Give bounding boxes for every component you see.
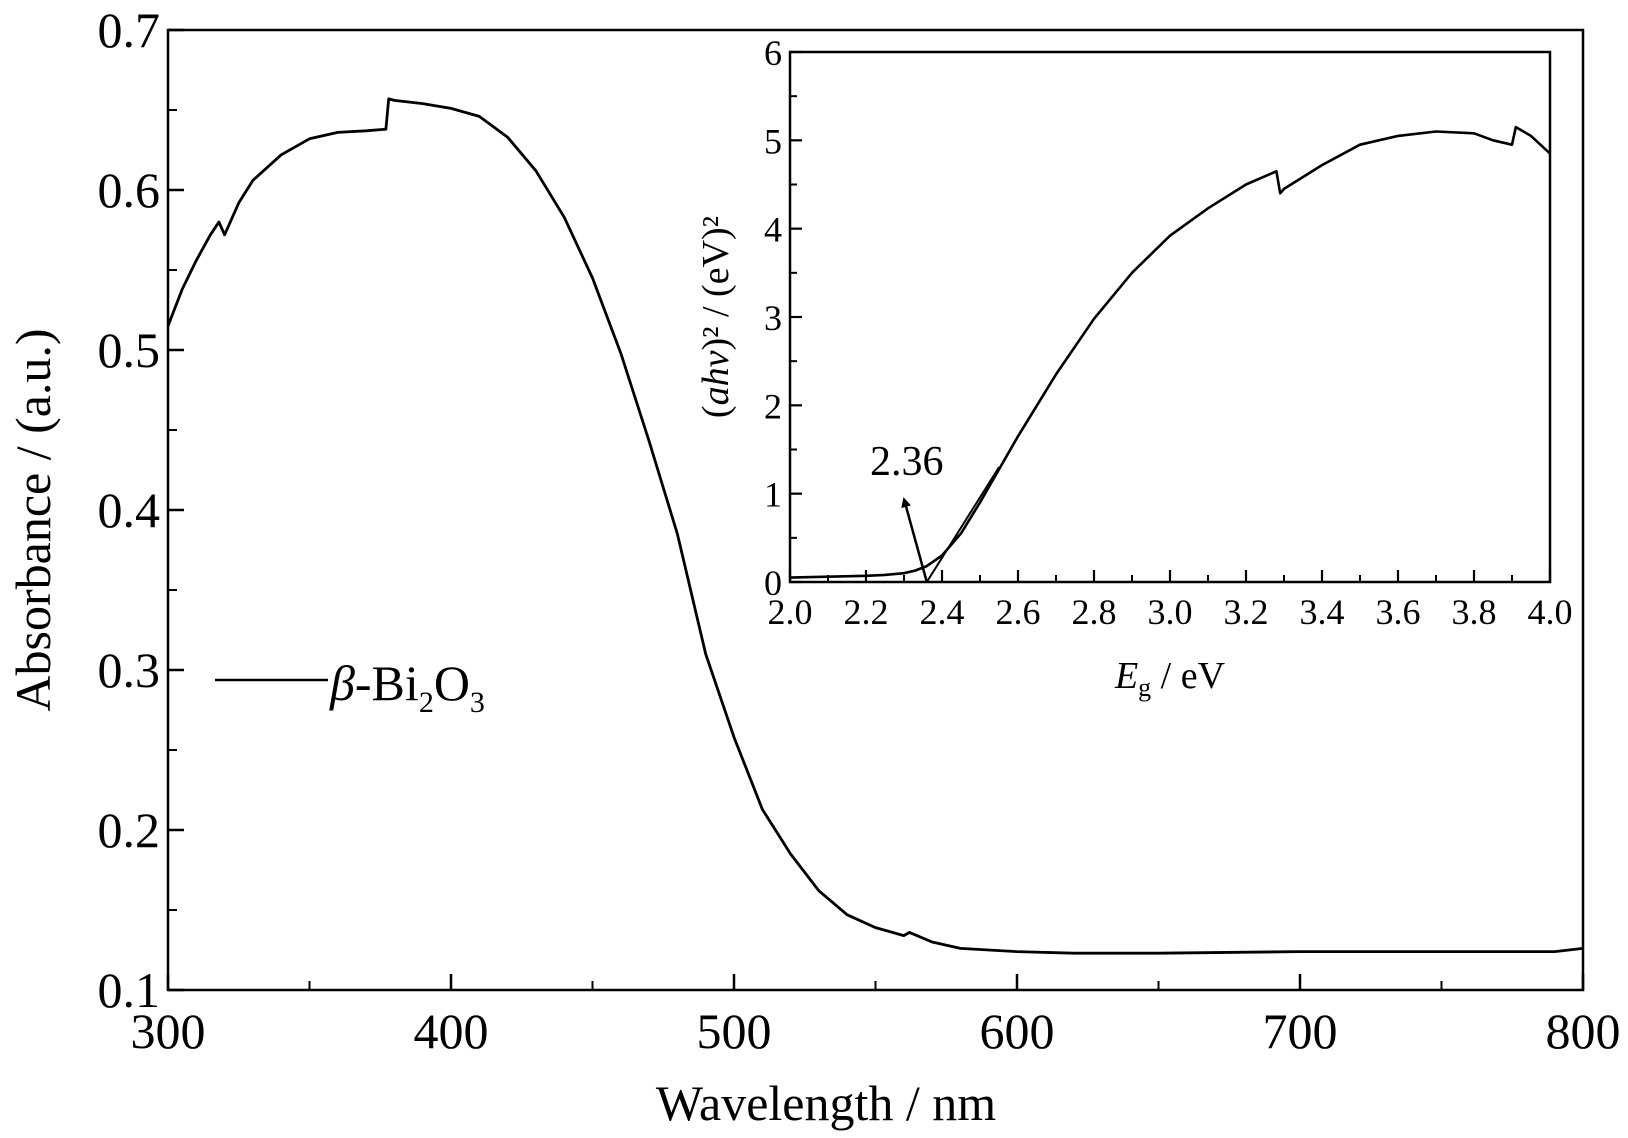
main-y-axis-title: Absorbance / (a.u.) bbox=[5, 328, 61, 711]
inset-x-tick-label: 3.4 bbox=[1300, 592, 1345, 632]
legend-label-o: O bbox=[434, 655, 470, 711]
inset-y-tick-label: 5 bbox=[764, 121, 782, 161]
main-y-tick-label: 0.5 bbox=[98, 322, 161, 378]
inset-x-tick-label: 4.0 bbox=[1528, 592, 1573, 632]
legend-label-sub3: 3 bbox=[470, 686, 485, 719]
legend-label-sub2: 2 bbox=[419, 686, 434, 719]
main-y-tick-label: 0.4 bbox=[98, 482, 161, 538]
main-y-tick-label: 0.2 bbox=[98, 802, 161, 858]
inset-y-tick-label: 6 bbox=[764, 33, 782, 73]
inset-y-axis-italic: ahv bbox=[695, 350, 737, 405]
inset-plot: 0 1 2 3 4 5 6 2.0 2.2 2.4 2.6 2.8 3.0 3.2 3.4 3.6 3.8 4.… bbox=[695, 33, 1573, 702]
inset-y-tick-label: 2 bbox=[764, 386, 782, 426]
main-x-tick-label: 400 bbox=[414, 1003, 489, 1059]
main-series-line bbox=[166, 97, 1584, 955]
inset-y-tick-label: 4 bbox=[764, 210, 782, 250]
inset-x-tick-label: 2.0 bbox=[768, 592, 813, 632]
inset-y-axis-rest: )² / (eV)² bbox=[695, 216, 737, 351]
main-x-tick-label: 300 bbox=[131, 1003, 206, 1059]
main-y-tick-label: 0.3 bbox=[98, 642, 161, 698]
legend: β-Bi2O3 bbox=[215, 655, 485, 719]
main-y-tick-label: 0.6 bbox=[98, 162, 161, 218]
legend-label-bi: -Bi bbox=[355, 655, 419, 711]
inset-series bbox=[789, 125, 1551, 583]
bandgap-annotation: 2.36 bbox=[870, 439, 944, 583]
inset-x-tick-label: 3.0 bbox=[1148, 592, 1193, 632]
annotation-label: 2.36 bbox=[870, 439, 944, 485]
inset-x-tick-label: 2.8 bbox=[1072, 592, 1117, 632]
inset-x-tick-label: 3.8 bbox=[1452, 592, 1497, 632]
main-series bbox=[166, 97, 1584, 955]
main-x-tick-label: 700 bbox=[1263, 1003, 1338, 1059]
legend-label-beta: β bbox=[329, 655, 355, 711]
inset-x-tick-label: 3.2 bbox=[1224, 592, 1269, 632]
main-x-axis-title: Wavelength / nm bbox=[656, 1075, 996, 1131]
inset-series-line bbox=[789, 125, 1551, 579]
inset-y-ticks: 0 1 2 3 4 5 6 bbox=[764, 33, 802, 603]
inset-x-tick-label: 2.6 bbox=[996, 592, 1041, 632]
legend-label: β-Bi2O3 bbox=[329, 655, 485, 719]
main-x-ticks: 300 400 500 600 700 800 bbox=[131, 974, 1621, 1059]
annotation-arrow bbox=[901, 497, 929, 583]
inset-y-axis-paren: ( bbox=[695, 405, 737, 418]
inset-y-tick-label: 3 bbox=[764, 298, 782, 338]
inset-x-tick-label: 3.6 bbox=[1376, 592, 1421, 632]
main-x-tick-label: 800 bbox=[1546, 1003, 1621, 1059]
inset-y-tick-label: 0 bbox=[764, 563, 782, 603]
inset-x-axis-symbol: E bbox=[1114, 655, 1138, 697]
inset-y-tick-label: 1 bbox=[764, 475, 782, 515]
inset-x-tick-label: 2.4 bbox=[920, 592, 965, 632]
inset-x-axis-title: Eg / eV bbox=[1114, 655, 1226, 702]
inset-x-axis-sub: g bbox=[1138, 673, 1151, 702]
main-y-tick-label: 0.1 bbox=[98, 962, 161, 1018]
inset-x-axis-unit: / eV bbox=[1151, 655, 1225, 697]
main-plot: 0.1 0.2 0.3 0.4 0.5 0.6 0.7 300 400 500 600 700 800… bbox=[5, 2, 1621, 1131]
inset-tangent-line bbox=[925, 466, 1000, 583]
main-x-tick-label: 500 bbox=[697, 1003, 772, 1059]
main-x-tick-label: 600 bbox=[980, 1003, 1055, 1059]
inset-x-tick-label: 2.2 bbox=[844, 592, 889, 632]
inset-y-axis-title: (ahv)² / (eV)² bbox=[695, 216, 737, 418]
main-y-ticks: 0.1 0.2 0.3 0.4 0.5 0.6 0.7 bbox=[98, 2, 184, 1018]
main-y-tick-label: 0.7 bbox=[98, 2, 161, 58]
inset-plot-frame bbox=[788, 50, 1552, 584]
